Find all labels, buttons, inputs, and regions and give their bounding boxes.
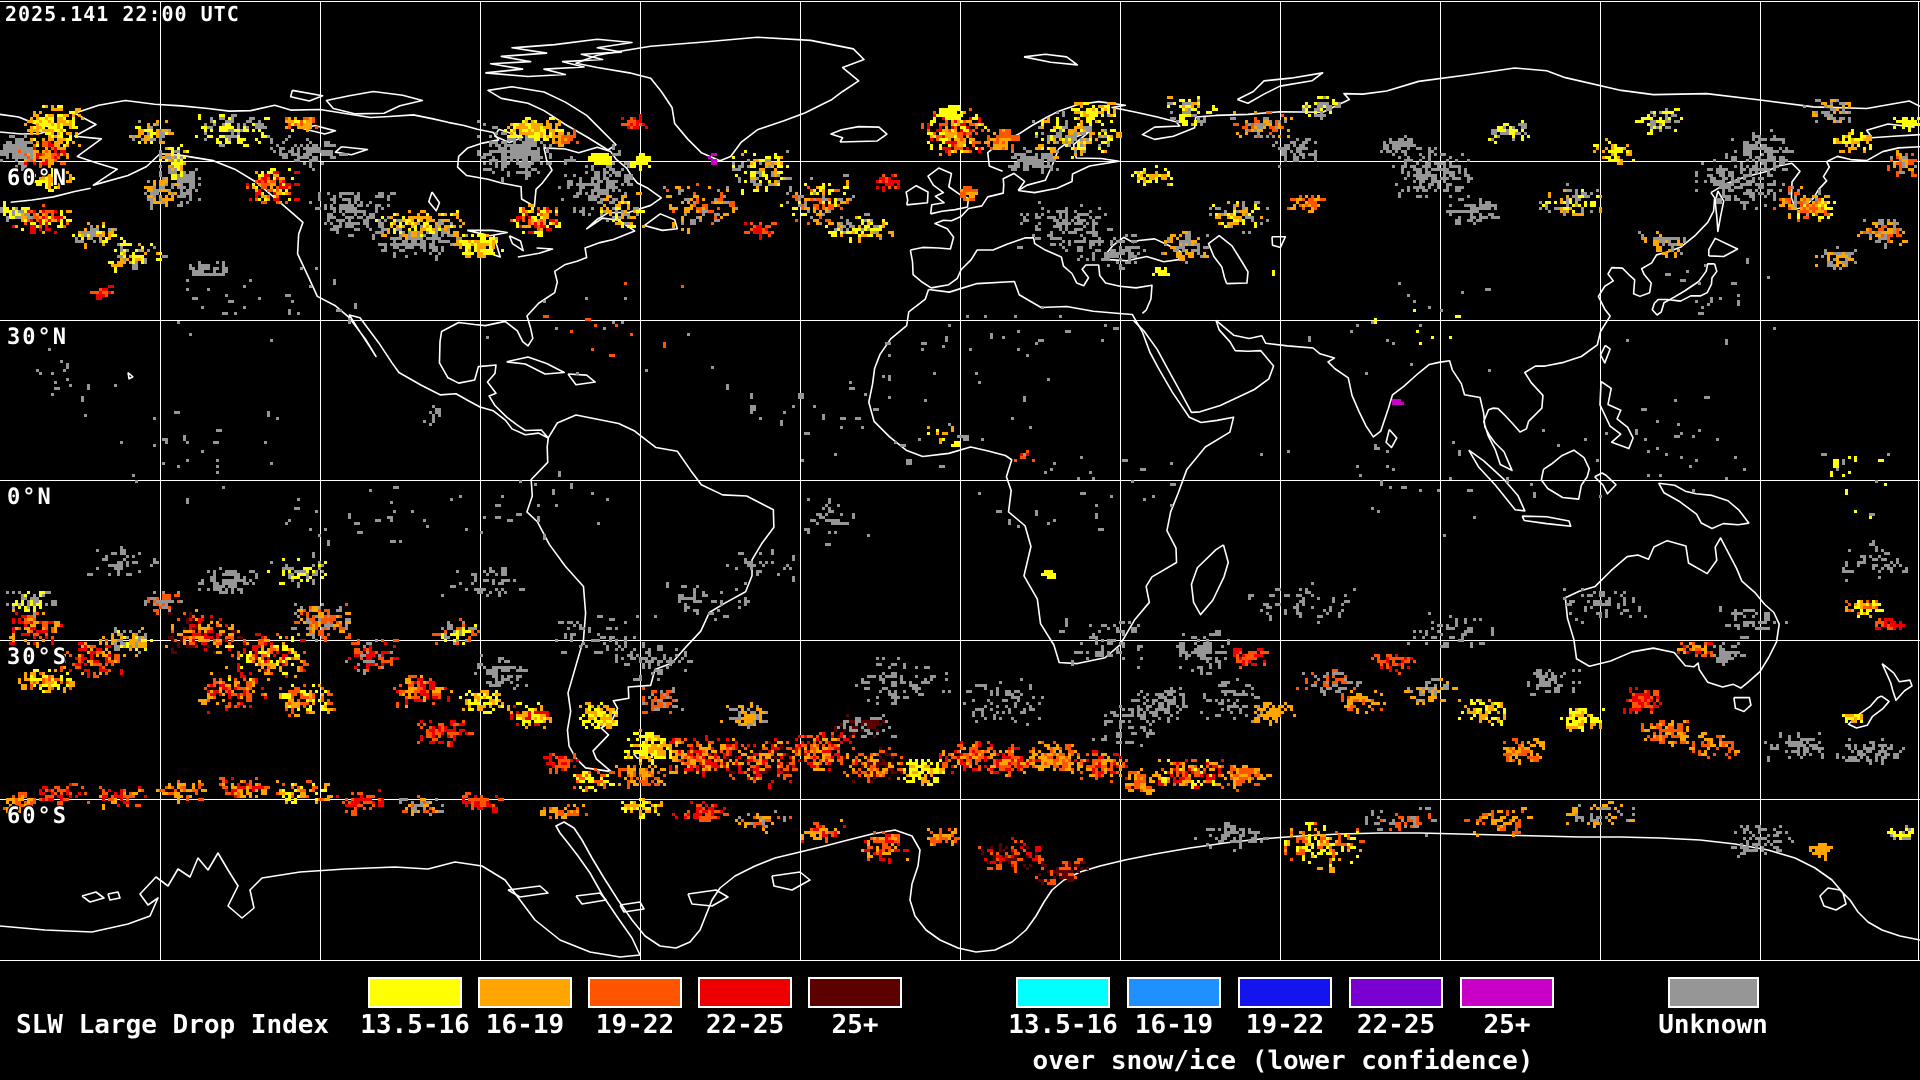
- legend-snow-bin-label-25+: 25+: [1483, 1010, 1531, 1040]
- legend-snow-bin-label-19-22: 19-22: [1245, 1010, 1325, 1040]
- lat-label-30N: 30°N: [7, 325, 68, 351]
- legend-bin-label-16-19: 16-19: [485, 1010, 565, 1040]
- lat-label-60N: 60°N: [7, 165, 68, 191]
- legend-swatch-snow-13.5-16: [1016, 977, 1110, 1008]
- legend-bin-label-13.5-16: 13.5-16: [360, 1010, 470, 1040]
- legend-swatch-snow-25+: [1460, 977, 1554, 1008]
- legend-snow-caption: over snow/ice (lower confidence): [1032, 1046, 1534, 1076]
- legend-unknown-label: Unknown: [1658, 1010, 1768, 1040]
- lat-label-0N: 0°N: [7, 484, 53, 510]
- legend-snow-bin-label-16-19: 16-19: [1134, 1010, 1214, 1040]
- legend-swatch-16-19: [478, 977, 572, 1008]
- timestamp: 2025.141 22:00 UTC: [5, 2, 240, 26]
- legend-snow-bin-label-13.5-16: 13.5-16: [1008, 1010, 1118, 1040]
- lat-label-60S: 60°S: [7, 804, 68, 830]
- legend-bin-label-22-25: 22-25: [705, 1010, 785, 1040]
- legend-snow-bin-label-22-25: 22-25: [1356, 1010, 1436, 1040]
- legend-swatch-13.5-16: [368, 977, 462, 1008]
- legend-bin-label-25+: 25+: [831, 1010, 879, 1040]
- legend-swatch-19-22: [588, 977, 682, 1008]
- legend-swatch-unknown: [1668, 977, 1759, 1008]
- lat-label-30S: 30°S: [7, 644, 68, 670]
- legend-swatch-snow-22-25: [1349, 977, 1443, 1008]
- legend-bin-label-19-22: 19-22: [595, 1010, 675, 1040]
- legend-swatch-snow-19-22: [1238, 977, 1332, 1008]
- legend-title: SLW Large Drop Index: [16, 1010, 330, 1040]
- legend-swatch-25+: [808, 977, 902, 1008]
- legend-swatch-22-25: [698, 977, 792, 1008]
- legend-swatch-snow-16-19: [1127, 977, 1221, 1008]
